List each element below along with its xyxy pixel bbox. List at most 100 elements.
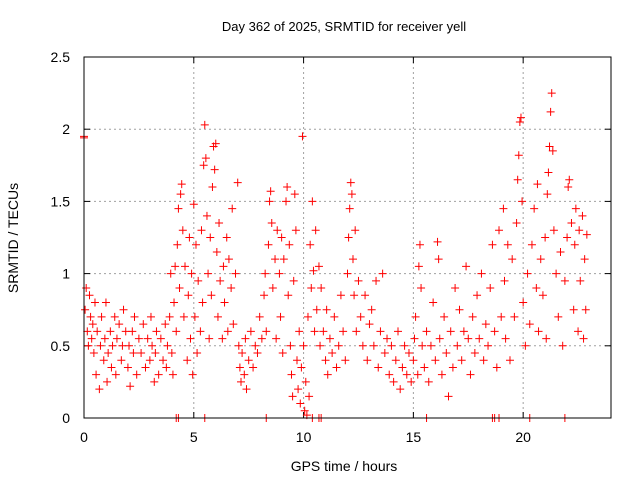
data-point [90, 298, 99, 307]
data-point [361, 291, 370, 300]
data-point [266, 187, 275, 196]
data-point [525, 320, 534, 329]
data-point [328, 349, 337, 358]
data-point [210, 165, 219, 174]
data-point [194, 276, 203, 285]
data-point [345, 204, 354, 213]
data-point [457, 356, 466, 365]
data-point [351, 226, 360, 235]
data-point [527, 240, 536, 249]
data-point [282, 197, 291, 206]
data-point [545, 142, 554, 151]
data-point [95, 385, 104, 394]
data-point [378, 269, 387, 278]
data-point [512, 219, 521, 228]
data-point [119, 305, 128, 314]
data-point [344, 233, 353, 242]
data-point [84, 341, 93, 350]
data-point [151, 349, 160, 358]
data-point [228, 204, 237, 213]
data-point [505, 356, 514, 365]
data-point [453, 341, 462, 350]
data-point [97, 312, 106, 321]
y-tick-label: 2.5 [51, 49, 71, 65]
data-point [190, 312, 199, 321]
data-point [369, 341, 378, 350]
data-point [523, 269, 532, 278]
data-point [82, 284, 91, 293]
data-point [287, 370, 296, 379]
data-point [257, 334, 266, 343]
data-point [391, 356, 400, 365]
data-point [89, 349, 98, 358]
data-point [81, 305, 90, 314]
data-point [92, 370, 101, 379]
data-point [193, 349, 202, 358]
data-point [422, 327, 431, 336]
data-point [389, 377, 398, 386]
data-point [455, 305, 464, 314]
data-point [216, 276, 225, 285]
data-point [334, 341, 343, 350]
data-point [145, 356, 154, 365]
data-point [103, 377, 112, 386]
data-point [336, 291, 345, 300]
data-point [206, 233, 215, 242]
data-point [424, 377, 433, 386]
data-point [96, 341, 105, 350]
data-point [407, 377, 416, 386]
y-tick-label: 1.5 [51, 193, 71, 209]
data-point [285, 240, 294, 249]
data-point [202, 211, 211, 220]
data-point [519, 298, 528, 307]
data-point [347, 190, 356, 199]
data-point [404, 349, 413, 358]
x-axis-label: GPS time / hours [291, 458, 398, 474]
data-point [500, 276, 509, 285]
data-point [538, 291, 547, 300]
data-point [321, 356, 330, 365]
data-point [219, 262, 228, 271]
data-point [354, 276, 363, 285]
data-point [117, 356, 126, 365]
data-point [549, 226, 558, 235]
data-point [271, 255, 280, 264]
data-point [325, 334, 334, 343]
data-point [108, 341, 117, 350]
data-point [444, 392, 453, 401]
data-point [319, 327, 328, 336]
data-point [426, 341, 435, 350]
data-point [306, 240, 315, 249]
data-point [343, 269, 352, 278]
data-point [123, 363, 132, 372]
data-point [339, 327, 348, 336]
data-point [231, 269, 240, 278]
data-point [115, 320, 124, 329]
data-point [448, 363, 457, 372]
data-point [495, 226, 504, 235]
data-point [305, 392, 314, 401]
data-point [499, 204, 508, 213]
data-point [128, 327, 137, 336]
data-point [99, 356, 108, 365]
data-point [265, 197, 274, 206]
data-point [312, 305, 321, 314]
data-point [125, 341, 134, 350]
data-point [350, 291, 359, 300]
data-point [532, 284, 541, 293]
data-point [466, 370, 475, 379]
data-point [346, 178, 355, 187]
data-point [112, 334, 121, 343]
y-tick-label: 0.5 [51, 338, 71, 354]
data-point [571, 204, 580, 213]
data-point [171, 262, 180, 271]
data-point [233, 178, 242, 187]
data-point [289, 276, 298, 285]
y-tick-label: 1 [62, 266, 70, 282]
data-point [409, 356, 418, 365]
data-point [261, 269, 270, 278]
data-point [515, 117, 524, 126]
data-point [563, 233, 572, 242]
data-point [253, 349, 262, 358]
